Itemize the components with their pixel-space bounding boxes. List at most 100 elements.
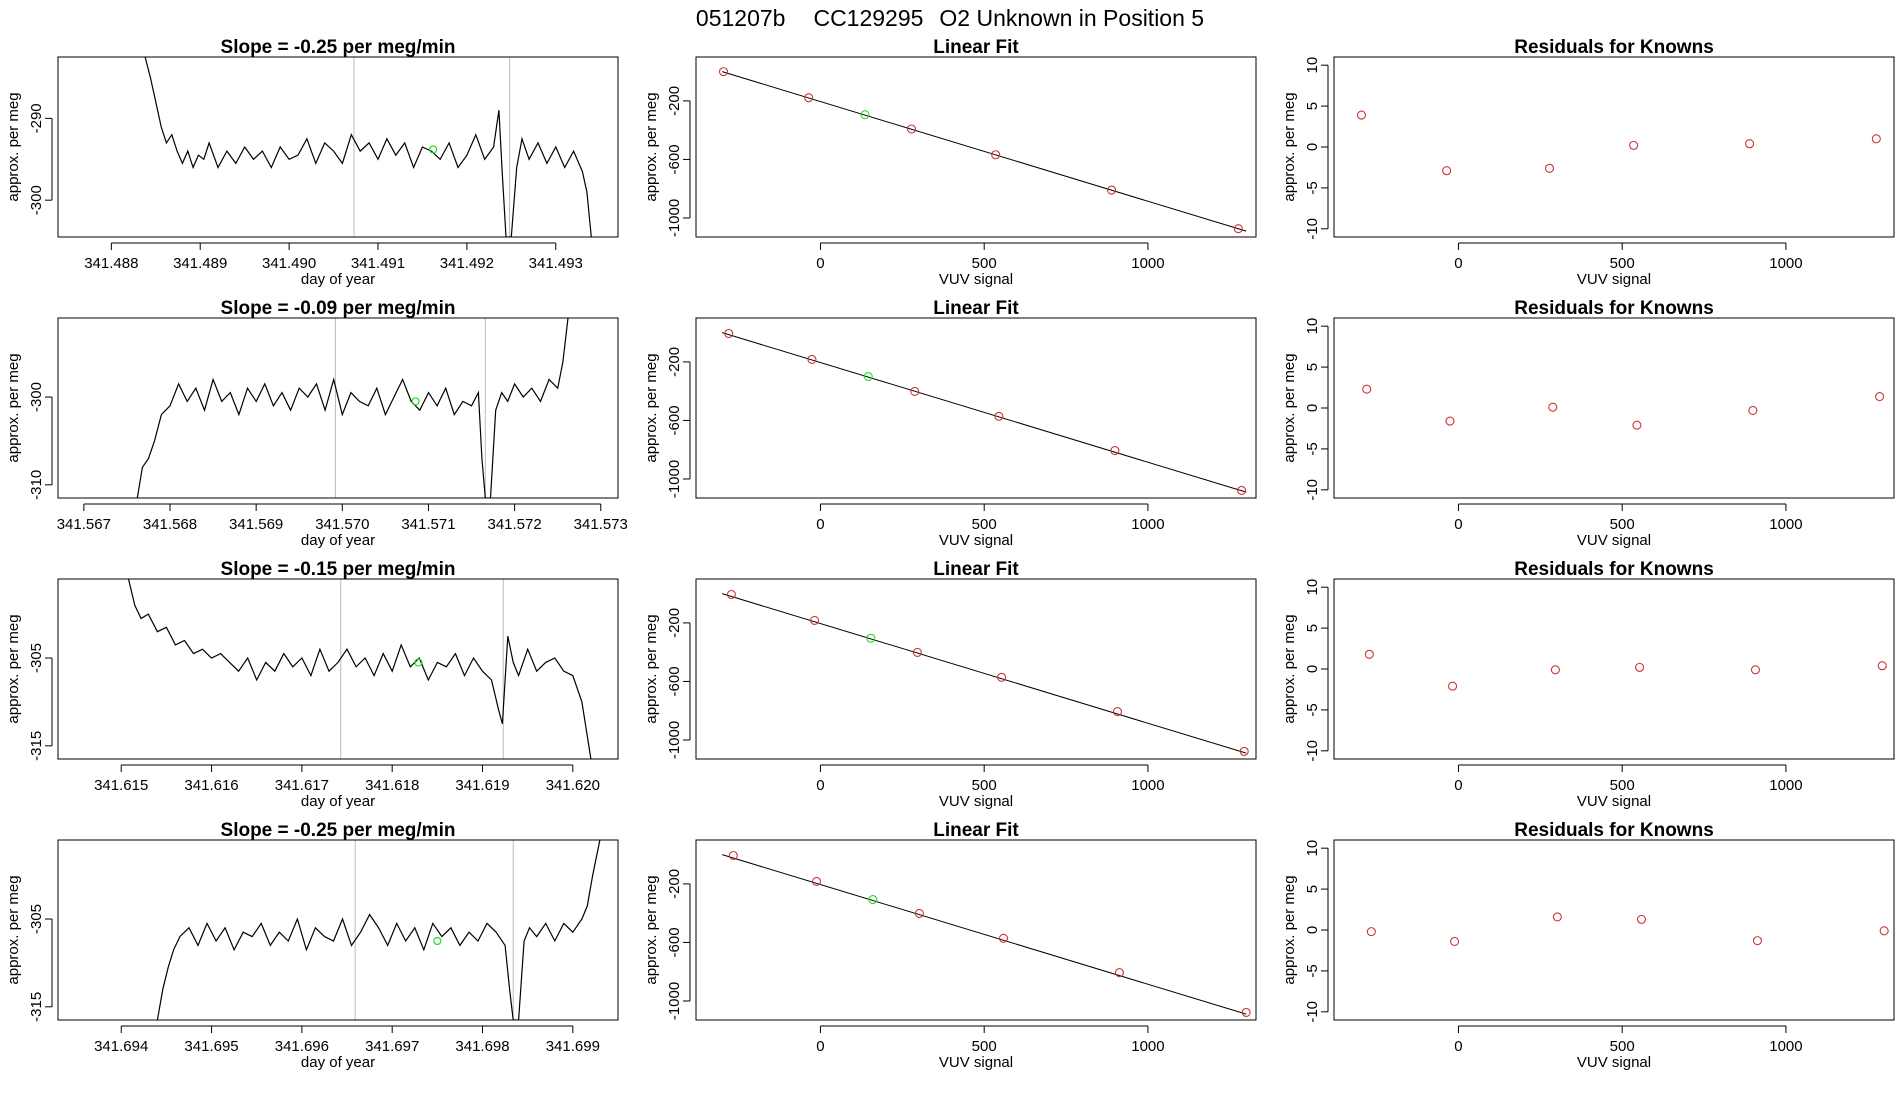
plot-frame [57, 839, 619, 1021]
y-tick-label: 0 [1304, 926, 1321, 934]
x-tick-label: 341.699 [546, 1038, 600, 1055]
known-point [1879, 926, 1889, 936]
known-point [998, 933, 1009, 943]
x-tick-label: 341.698 [455, 1038, 509, 1055]
x-tick-label: 341.616 [184, 777, 238, 794]
known-point [991, 150, 1001, 160]
known-point [1629, 140, 1639, 150]
time-series-2: Slope = -0.09 per meg/min 341.567 341.568 3… [5, 298, 628, 549]
plot-frame [695, 839, 1257, 1021]
x-axis-label: VUV signal [939, 271, 1013, 288]
panel-title: Linear Fit [933, 820, 1019, 841]
y-tick-label: -600 [666, 405, 683, 435]
run-id: 051207b [696, 5, 786, 31]
x-tick-label: 341.694 [94, 1038, 148, 1055]
known-point [728, 850, 738, 861]
known-point [1237, 485, 1247, 495]
signal-trace [156, 840, 601, 1020]
plot-frame [57, 317, 619, 499]
x-tick-label: 1000 [1131, 777, 1164, 794]
x-axis-label: day of year [301, 271, 375, 288]
known-point [1114, 968, 1124, 978]
plot-area [144, 57, 592, 237]
x-tick-label: 1000 [1769, 516, 1802, 533]
known-point [1750, 665, 1761, 675]
time-series-1: Slope = -0.25 per meg/min 341.488 341.489 3… [5, 37, 619, 288]
known-point [1364, 649, 1374, 659]
y-tick-label: 10 [1304, 579, 1321, 596]
known-point [994, 411, 1004, 421]
x-tick-label: 341.490 [262, 255, 316, 272]
y-tick-label: -10 [1304, 740, 1321, 762]
fit-line [722, 854, 1247, 1015]
unknown-point [429, 145, 438, 154]
unknown-point [433, 936, 442, 946]
y-tick-label: 0 [1304, 665, 1321, 673]
known-point [726, 589, 736, 600]
unknown-point [860, 110, 870, 120]
unknown-point [863, 371, 873, 382]
residuals-2: Residuals for Knowns 0 500 1000 VUV signal -1… [1281, 298, 1895, 549]
y-tick-label: 0 [1304, 143, 1321, 151]
known-point [914, 908, 924, 919]
x-axis-label: VUV signal [1577, 1054, 1651, 1071]
panel-title: Slope = -0.25 per meg/min [221, 820, 456, 841]
plot-frame [1333, 56, 1895, 238]
x-tick-label: 0 [1454, 777, 1462, 794]
fit-line [722, 71, 1247, 232]
y-tick-label: 10 [1304, 318, 1321, 335]
plot-area [156, 840, 601, 1020]
y-tick-label: -200 [666, 869, 683, 899]
y-tick-label: -600 [666, 666, 683, 696]
known-point [1241, 1007, 1251, 1017]
y-tick-label: 5 [1304, 885, 1321, 893]
known-point [1445, 416, 1455, 426]
known-point [912, 647, 922, 658]
x-tick-label: 341.488 [84, 255, 138, 272]
known-point [1632, 420, 1642, 430]
panel-title: Slope = -0.09 per meg/min [221, 298, 456, 319]
known-point [1356, 110, 1367, 120]
panel-title: Residuals for Knowns [1514, 559, 1714, 580]
y-tick-label: -310 [28, 470, 45, 500]
residuals-3: Residuals for Knowns 0 500 1000 VUV signal -1… [1281, 559, 1895, 810]
y-tick-label: 10 [1304, 57, 1321, 74]
x-tick-label: 0 [816, 777, 824, 794]
x-axis-label: day of year [301, 793, 375, 810]
y-axis-label: approx. per meg [5, 92, 22, 201]
x-tick-label: 1000 [1131, 255, 1164, 272]
x-axis-label: VUV signal [1577, 271, 1651, 288]
x-tick-label: 341.572 [487, 516, 541, 533]
plot-area [722, 850, 1251, 1017]
unknown-point [414, 658, 423, 667]
y-axis-label: approx. per meg [1281, 875, 1298, 984]
unknown-point [411, 397, 420, 406]
panel-title: Linear Fit [933, 559, 1019, 580]
plot-frame [1333, 317, 1895, 499]
panel-title: Linear Fit [933, 298, 1019, 319]
signal-trace [127, 579, 592, 759]
y-tick-label: -305 [28, 904, 45, 934]
linear-fit-2: Linear Fit 0 500 1000 VUV signal -1000 -600 -20… [643, 298, 1257, 549]
x-tick-label: 0 [1454, 1038, 1462, 1055]
y-tick-label: -200 [666, 608, 683, 638]
x-tick-label: 500 [972, 516, 997, 533]
x-tick-label: 0 [816, 516, 824, 533]
y-axis-label: approx. per meg [1281, 92, 1298, 201]
y-tick-label: -290 [28, 103, 45, 133]
y-axis-label: approx. per meg [643, 353, 660, 462]
known-point [1239, 746, 1249, 756]
known-point [809, 615, 820, 625]
x-tick-label: 341.697 [365, 1038, 419, 1055]
x-tick-label: 1000 [1769, 255, 1802, 272]
x-tick-label: 341.568 [143, 516, 197, 533]
x-tick-label: 500 [1610, 255, 1635, 272]
y-tick-label: -600 [666, 927, 683, 957]
x-tick-label: 341.489 [173, 255, 227, 272]
x-tick-label: 500 [1610, 777, 1635, 794]
x-tick-label: 341.567 [57, 516, 111, 533]
y-tick-label: -10 [1304, 1001, 1321, 1023]
x-tick-label: 0 [816, 255, 824, 272]
known-point [811, 876, 822, 886]
